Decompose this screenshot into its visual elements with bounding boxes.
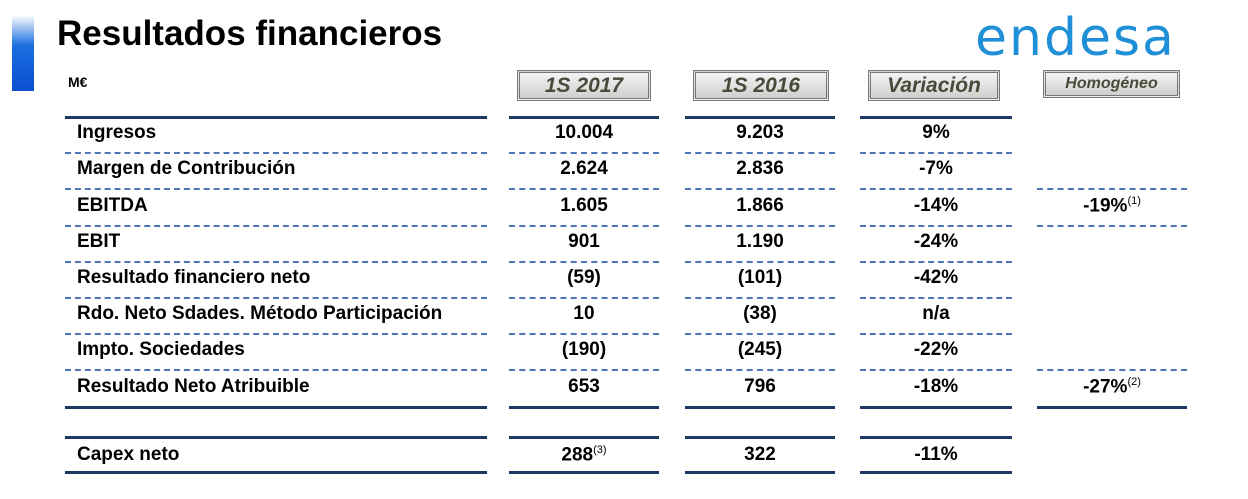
rule bbox=[509, 405, 659, 409]
cell: 901 bbox=[568, 230, 600, 252]
cell: (101) bbox=[737, 266, 783, 288]
cell: Resultado Neto Atribuible bbox=[77, 375, 310, 397]
rule bbox=[685, 436, 835, 439]
cell: 9.203 bbox=[736, 122, 784, 144]
logo: endesa bbox=[975, 8, 1176, 68]
dashed-rule bbox=[685, 369, 835, 372]
rule bbox=[685, 405, 835, 409]
unit: M€ bbox=[68, 74, 88, 90]
rule bbox=[860, 436, 1012, 439]
title: Resultados financieros bbox=[57, 14, 443, 53]
cell: Rdo. Neto Sdades. Método Participación bbox=[77, 303, 443, 325]
dashed-rule bbox=[65, 188, 487, 191]
column-header: 1S 2017 bbox=[517, 70, 651, 101]
rule bbox=[65, 405, 487, 409]
dashed-rule bbox=[860, 297, 1012, 299]
cell: -42% bbox=[913, 266, 959, 288]
cell: (38) bbox=[743, 303, 777, 325]
cell: 796 bbox=[744, 375, 776, 397]
column-header: Homogéneo bbox=[1043, 70, 1180, 98]
rule bbox=[65, 116, 487, 119]
dashed-rule bbox=[65, 260, 487, 263]
cell: -19%(1) bbox=[1083, 194, 1141, 216]
dashed-rule bbox=[509, 224, 659, 227]
cell: Ingresos bbox=[77, 122, 157, 144]
rule bbox=[509, 436, 659, 439]
dashed-rule bbox=[860, 224, 1012, 227]
accent-bar bbox=[12, 15, 34, 91]
cell: 653 bbox=[568, 375, 600, 397]
dashed-rule bbox=[65, 333, 487, 336]
cell: -27%(2) bbox=[1083, 375, 1141, 397]
dashed-rule bbox=[509, 297, 659, 299]
dashed-rule bbox=[860, 260, 1012, 263]
cell: (190) bbox=[561, 339, 607, 361]
column-header: 1S 2016 bbox=[693, 70, 829, 101]
dashed-rule bbox=[65, 152, 487, 155]
cell: 288(3) bbox=[561, 444, 607, 466]
cell: 322 bbox=[744, 444, 776, 465]
cell: 10 bbox=[573, 303, 595, 325]
dashed-rule bbox=[685, 333, 835, 336]
rule bbox=[1037, 405, 1187, 409]
rule bbox=[509, 471, 659, 474]
footnote-ref: (2) bbox=[1127, 375, 1141, 388]
cell: (59) bbox=[567, 266, 601, 288]
dashed-rule bbox=[65, 297, 487, 299]
dashed-rule bbox=[509, 260, 659, 263]
rule bbox=[860, 116, 1012, 119]
dashed-rule bbox=[1037, 188, 1187, 191]
rule bbox=[860, 471, 1012, 474]
cell: -11% bbox=[914, 444, 958, 465]
cell: 9% bbox=[922, 122, 950, 144]
dashed-rule bbox=[860, 333, 1012, 336]
dashed-rule bbox=[860, 369, 1012, 372]
cell: -7% bbox=[919, 158, 953, 180]
cell: EBIT bbox=[77, 230, 121, 252]
rule bbox=[65, 436, 487, 439]
footnote-ref: (3) bbox=[593, 444, 607, 456]
cell: Resultado financiero neto bbox=[77, 266, 311, 288]
cell: 1.190 bbox=[736, 230, 784, 252]
dashed-rule bbox=[685, 260, 835, 263]
cell: 1.605 bbox=[560, 194, 608, 216]
cell: Capex neto bbox=[77, 444, 180, 465]
cell: -18% bbox=[913, 375, 959, 397]
cell: 1.866 bbox=[736, 194, 784, 216]
dashed-rule bbox=[685, 297, 835, 299]
dashed-rule bbox=[685, 188, 835, 191]
dashed-rule bbox=[685, 224, 835, 227]
dashed-rule bbox=[1037, 369, 1187, 372]
cell: 2.836 bbox=[736, 158, 784, 180]
dashed-rule bbox=[685, 152, 835, 155]
rule bbox=[509, 116, 659, 119]
dashed-rule bbox=[860, 188, 1012, 191]
column-header: Variación bbox=[868, 70, 1000, 101]
rule bbox=[685, 116, 835, 119]
dashed-rule bbox=[65, 224, 487, 227]
footnote-ref: (1) bbox=[1127, 194, 1141, 207]
cell: -24% bbox=[913, 230, 959, 252]
cell: 10.004 bbox=[554, 122, 614, 144]
dashed-rule bbox=[1037, 224, 1187, 227]
rule bbox=[685, 471, 835, 474]
cell: -22% bbox=[913, 339, 959, 361]
cell: EBITDA bbox=[77, 194, 148, 216]
dashed-rule bbox=[509, 152, 659, 155]
cell: (245) bbox=[737, 339, 783, 361]
dashed-rule bbox=[65, 369, 487, 372]
cell: -14% bbox=[913, 194, 959, 216]
dashed-rule bbox=[509, 369, 659, 372]
rule bbox=[65, 471, 487, 474]
cell: Margen de Contribución bbox=[77, 158, 296, 180]
dashed-rule bbox=[509, 333, 659, 336]
cell: Impto. Sociedades bbox=[77, 339, 245, 361]
dashed-rule bbox=[860, 152, 1012, 155]
cell: n/a bbox=[922, 303, 950, 325]
dashed-rule bbox=[509, 188, 659, 191]
rule bbox=[860, 405, 1012, 409]
cell: 2.624 bbox=[560, 158, 608, 180]
